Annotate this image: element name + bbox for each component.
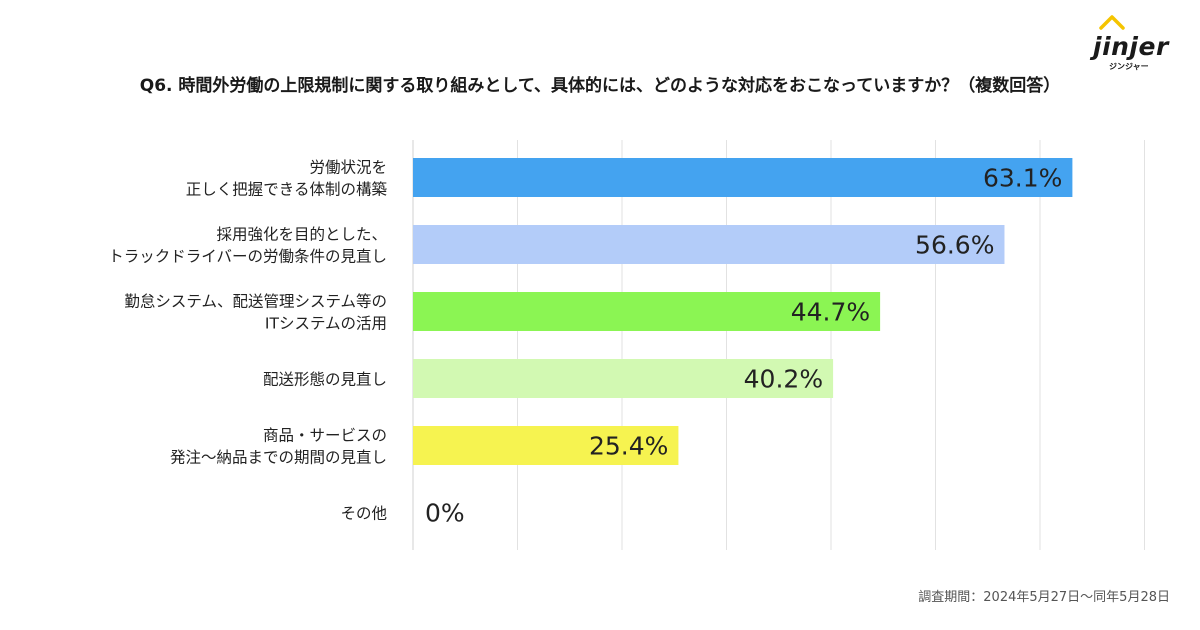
roof-icon (1099, 15, 1125, 30)
bar-1 (413, 158, 1073, 197)
chart-title: Q6. 時間外労働の上限規制に関する取り組みとして、具体的には、どのような対応を… (139, 76, 1061, 96)
value-label-3: 44.7% (791, 298, 870, 327)
category-label-2: 採用強化を目的とした、トラックドライバーの労働条件の見直し (108, 226, 387, 266)
logo-wordmark: jinjer (1093, 32, 1169, 61)
survey-period-note: 調査期間：2024年5月27日〜同年5月28日 (918, 590, 1170, 605)
category-label-3: 勤怠システム、配送管理システム等の ITシステムの活用 (124, 293, 387, 333)
value-label-5: 25.4% (589, 432, 668, 461)
bars (413, 158, 1073, 465)
category-label-6: その他 (340, 505, 387, 523)
bar-3 (413, 292, 881, 331)
gridlines (412, 140, 1145, 550)
category-label-5: 商品・サービスの発注〜納品までの期間の見直し (170, 427, 387, 467)
bar-chart: 労働状況を正しく把握できる体制の構築採用強化を目的とした、トラックドライバーの労… (108, 140, 1145, 550)
value-label-2: 56.6% (915, 231, 994, 260)
jinjer-logo: jinjer ジンジャー (1093, 14, 1183, 72)
bar-5 (413, 426, 679, 465)
value-label-6: 0% (425, 499, 465, 528)
value-labels: 63.1% 56.6% 44.7% 40.2% 25.4% 0% (425, 164, 1062, 528)
bar-4 (413, 359, 834, 398)
category-label-4: 配送形態の見直し (263, 371, 387, 389)
logo-subtitle: ジンジャー (1109, 62, 1149, 71)
value-label-1: 63.1% (983, 164, 1062, 193)
value-label-4: 40.2% (744, 365, 823, 394)
category-label-1: 労働状況を正しく把握できる体制の構築 (186, 159, 387, 199)
bar-2 (413, 225, 1005, 264)
category-labels: 労働状況を正しく把握できる体制の構築採用強化を目的とした、トラックドライバーの労… (108, 159, 387, 523)
